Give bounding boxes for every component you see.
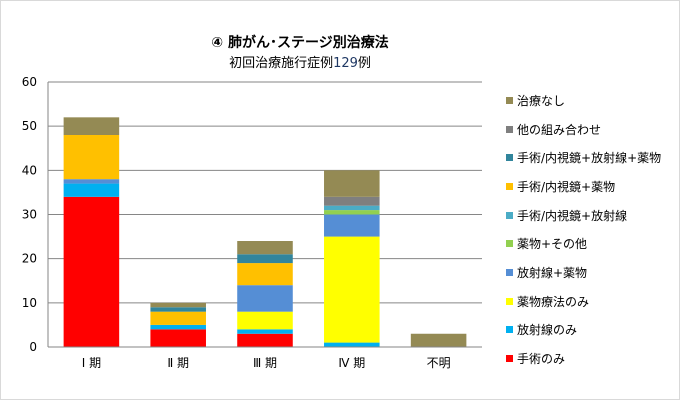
legend-swatch xyxy=(506,326,513,334)
legend-item: 治療なし xyxy=(506,86,661,115)
legend-label: 放射線+薬物 xyxy=(517,265,588,280)
bar-segment xyxy=(324,342,380,347)
bar-segment xyxy=(150,311,206,325)
legend-swatch xyxy=(506,154,513,162)
subtitle-suffix: 例 xyxy=(357,56,371,71)
legend-swatch xyxy=(506,240,513,248)
legend-label: 手術/内視鏡+放射線+薬物 xyxy=(517,151,662,166)
bar-segment xyxy=(410,333,467,347)
bar-segment xyxy=(63,135,120,180)
bar-segment xyxy=(324,214,380,237)
legend-swatch xyxy=(506,182,513,190)
bar-segment xyxy=(150,329,206,347)
x-tick-label: Ⅲ 期 xyxy=(253,356,277,370)
bar-segment xyxy=(63,117,120,135)
legend-item: 手術のみ xyxy=(506,344,661,373)
bar-segment xyxy=(324,210,380,215)
bar-segment xyxy=(237,333,293,347)
bar-segment xyxy=(324,236,380,343)
y-tick-label: 50 xyxy=(22,119,37,133)
legend-label: 薬物療法のみ xyxy=(517,294,590,309)
bar-segment xyxy=(237,254,293,264)
bar-segment xyxy=(63,183,120,197)
legend-swatch xyxy=(506,211,513,219)
y-tick-label: 0 xyxy=(29,340,37,354)
legend-swatch xyxy=(506,125,513,133)
legend-label: 手術のみ xyxy=(517,352,566,367)
chart-title: ④ 肺がん･ステージ別治療法 xyxy=(211,35,389,51)
legend-label: 手術/内視鏡+放射線 xyxy=(517,208,628,223)
subtitle-count: 129 xyxy=(333,56,358,71)
y-tick-label: 10 xyxy=(22,296,37,310)
y-tick-label: 30 xyxy=(22,208,37,222)
x-tick-label: Ⅰ 期 xyxy=(82,356,101,370)
x-tick-label: 不明 xyxy=(427,356,451,370)
legend-swatch xyxy=(506,268,513,276)
legend-swatch xyxy=(506,96,513,104)
legend-item: 放射線+薬物 xyxy=(506,258,661,287)
legend-swatch xyxy=(506,297,513,305)
y-tick-label: 40 xyxy=(22,163,37,177)
bar-segment xyxy=(324,170,380,197)
bar-segment xyxy=(237,285,293,312)
legend-item: 手術/内視鏡+薬物 xyxy=(506,172,661,201)
legend-item: 手術/内視鏡+放射線 xyxy=(506,201,661,230)
bar-segment xyxy=(324,205,380,211)
bar-segment xyxy=(324,196,380,206)
legend-item: 手術/内視鏡+放射線+薬物 xyxy=(506,143,661,172)
legend-label: 他の組み合わせ xyxy=(517,122,602,137)
bar-segment xyxy=(150,307,206,312)
x-tick-label: Ⅳ 期 xyxy=(338,356,365,370)
y-tick-label: 60 xyxy=(22,75,37,89)
legend-item: 薬物+その他 xyxy=(506,229,661,258)
legend-label: 治療なし xyxy=(517,93,566,108)
y-tick-label: 20 xyxy=(22,252,37,266)
legend-item: 放射線のみ xyxy=(506,316,661,345)
chart-subtitle: 初回治療施行症例129例 xyxy=(0,52,600,71)
bar-segment xyxy=(237,263,293,286)
bar-segment xyxy=(150,302,206,308)
legend-label: 薬物+その他 xyxy=(517,237,588,252)
bar-segment xyxy=(150,324,206,330)
bar-segment xyxy=(63,196,120,347)
subtitle-prefix: 初回治療施行症例 xyxy=(229,56,334,71)
legend-item: 薬物療法のみ xyxy=(506,287,661,316)
x-tick-label: Ⅱ 期 xyxy=(167,356,189,370)
bar-segment xyxy=(237,311,293,330)
legend-label: 手術/内視鏡+薬物 xyxy=(517,179,616,194)
legend-label: 放射線のみ xyxy=(517,323,578,338)
legend-swatch xyxy=(506,355,513,363)
bar-segment xyxy=(237,329,293,334)
bar-segment xyxy=(63,179,120,184)
legend: 治療なし他の組み合わせ手術/内視鏡+放射線+薬物 手術/内視鏡+薬物 手術/内視鏡+… xyxy=(506,86,661,373)
legend-item: 他の組み合わせ xyxy=(506,115,661,144)
bar-segment xyxy=(237,241,293,255)
